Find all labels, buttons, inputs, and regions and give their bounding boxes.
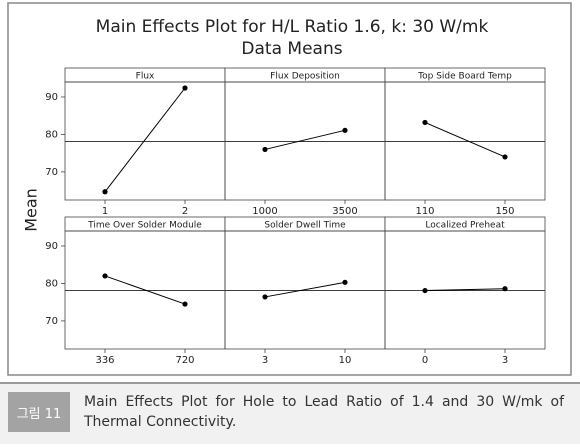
mean-point [342, 127, 348, 133]
mean-point [422, 287, 428, 294]
mean-point [262, 146, 268, 153]
caption-text: Main Effects Plot for Hole to Lead Ratio… [84, 394, 564, 430]
panel-title: Time Over Solder Module [87, 221, 202, 231]
effect-line [104, 275, 186, 305]
panel-title: Flux [136, 72, 155, 82]
effect-line [264, 129, 346, 150]
x-tick-label: 336 [95, 355, 114, 366]
mean-point [182, 301, 188, 307]
y-tick-label: 90 [45, 241, 58, 252]
y-tick-label: 70 [45, 316, 58, 327]
panel-plot [384, 230, 546, 350]
chart-title: Main Effects Plot for H/L Ratio 1.6, k: … [96, 17, 489, 37]
x-tick-label: 720 [175, 355, 194, 366]
x-tick-label: 3 [502, 355, 508, 366]
mean-point [502, 286, 508, 292]
y-tick-label: 80 [45, 129, 58, 140]
effect-line [424, 288, 506, 292]
panel-title: Solder Dwell Time [264, 221, 346, 231]
panel-title: Flux Deposition [270, 72, 340, 82]
chart: Main Effects Plot for H/L Ratio 1.6, k: … [7, 2, 572, 376]
panel-plot [384, 81, 546, 201]
y-axis-label: Mean [22, 188, 41, 232]
mean-point [102, 189, 108, 195]
effect-line [264, 281, 346, 298]
effect-line [424, 121, 506, 158]
panel-title: Localized Preheat [425, 221, 505, 231]
x-tick-label: 3500 [332, 206, 357, 217]
x-tick-label: 1000 [252, 206, 277, 217]
mean-point [262, 294, 268, 300]
x-tick-label: 2 [182, 206, 188, 217]
panel-title: Top Side Board Temp [417, 72, 512, 82]
y-tick-label: 90 [45, 92, 58, 103]
caption-label: 그림 11 [8, 392, 70, 432]
x-tick-label: 1 [102, 206, 108, 217]
y-tick-label: 80 [45, 278, 58, 289]
y-tick-label: 70 [45, 167, 58, 178]
mean-point [102, 273, 108, 279]
mean-point [502, 154, 508, 160]
caption: 그림 11 Main Effects Plot for Hole to Lead… [0, 382, 580, 444]
x-tick-label: 150 [495, 206, 514, 217]
x-tick-label: 0 [422, 355, 428, 366]
chart-subtitle: Data Means [241, 39, 342, 59]
x-tick-label: 10 [339, 355, 352, 366]
x-tick-label: 110 [415, 206, 434, 217]
mean-point [182, 85, 188, 91]
mean-point [342, 279, 348, 285]
mean-point [422, 119, 428, 126]
effect-line [104, 87, 186, 193]
chart-frame [7, 2, 572, 376]
x-tick-label: 3 [262, 355, 268, 366]
